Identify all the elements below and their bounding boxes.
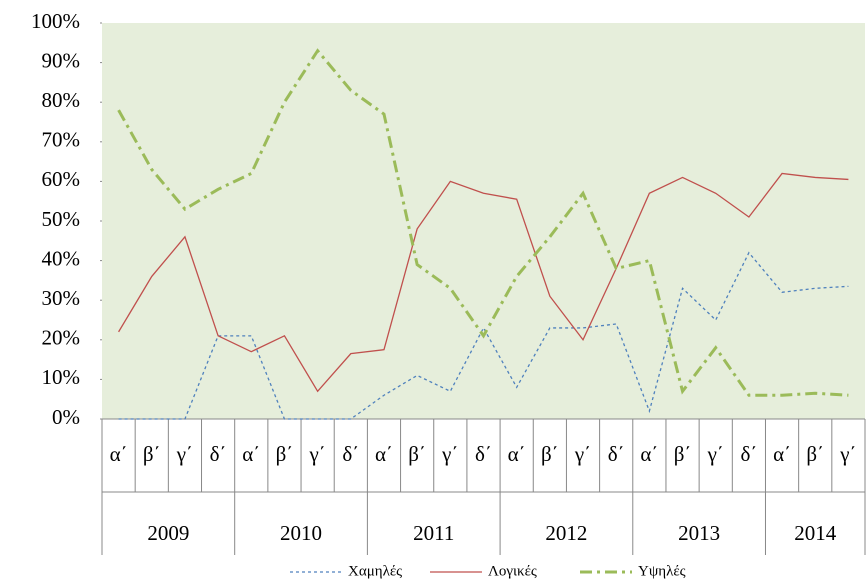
legend-label: Υψηλές [638, 563, 686, 579]
x-tick-label: δ΄ [608, 442, 625, 466]
y-tick-label: 90% [42, 48, 81, 72]
x-tick-label: β΄ [674, 442, 692, 466]
x-tick-label: β΄ [143, 442, 161, 466]
y-tick-label: 100% [31, 9, 80, 33]
x-tick-label: δ΄ [475, 442, 492, 466]
x-tick-label: α΄ [110, 442, 128, 466]
x-group-label: 2014 [794, 521, 837, 545]
y-tick-label: 50% [42, 207, 81, 231]
x-tick-label: α΄ [375, 442, 393, 466]
x-tick-label: γ΄ [839, 442, 856, 466]
legend-label: Χαμηλές [348, 563, 402, 579]
x-tick-label: β΄ [541, 442, 559, 466]
plot-area [102, 23, 865, 419]
x-tick-label: γ΄ [441, 442, 458, 466]
x-tick-label: α΄ [508, 442, 526, 466]
x-group-label: 2012 [545, 521, 587, 545]
x-tick-label: δ΄ [342, 442, 359, 466]
x-group-label: 2010 [280, 521, 322, 545]
y-tick-label: 40% [42, 246, 81, 270]
x-group-label: 2013 [678, 521, 720, 545]
x-group-label: 2009 [147, 521, 189, 545]
y-tick-label: 20% [42, 326, 81, 350]
y-tick-label: 10% [42, 365, 81, 389]
legend-label: Λογικές [488, 563, 537, 579]
x-tick-label: δ΄ [210, 442, 227, 466]
x-tick-label: β΄ [806, 442, 824, 466]
y-tick-label: 30% [42, 286, 81, 310]
x-tick-label: δ΄ [740, 442, 757, 466]
x-tick-label: β΄ [408, 442, 426, 466]
y-tick-label: 0% [52, 405, 80, 429]
y-tick-label: 80% [42, 88, 81, 112]
series-line [117, 48, 849, 397]
series-line [118, 172, 849, 393]
x-tick-label: γ΄ [176, 442, 193, 466]
x-tick-label: γ΄ [707, 442, 724, 466]
x-tick-label: α΄ [640, 442, 658, 466]
y-tick-label: 60% [42, 167, 81, 191]
series-line [118, 251, 849, 420]
x-tick-label: β΄ [276, 442, 294, 466]
x-group-label: 2011 [413, 521, 454, 545]
y-tick-label: 70% [42, 128, 81, 152]
x-tick-label: α΄ [242, 442, 260, 466]
x-tick-label: γ΄ [308, 442, 325, 466]
x-tick-label: γ΄ [574, 442, 591, 466]
x-tick-label: α΄ [773, 442, 791, 466]
